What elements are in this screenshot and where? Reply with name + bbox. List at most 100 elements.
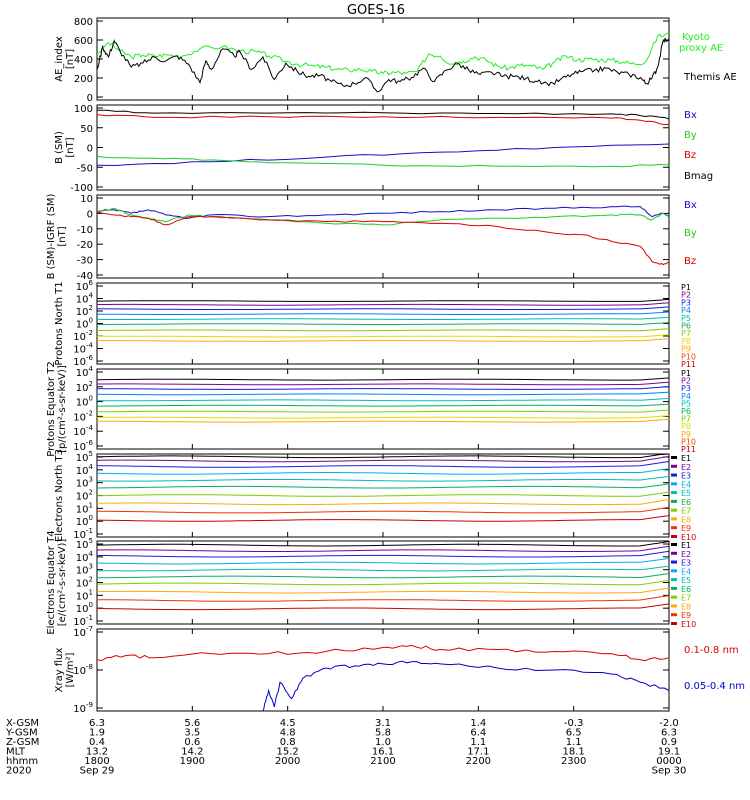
- y-tick-exponent: 2: [89, 576, 93, 584]
- series-line-bmag: [96, 109, 670, 120]
- series-line-p5: [96, 397, 670, 402]
- orbit-value: 4.5: [280, 718, 296, 729]
- series-line-bz: [96, 114, 670, 126]
- y-tick-exponent: 2: [89, 489, 93, 497]
- legend-p3: P3: [681, 384, 691, 393]
- legend-bz: Bz: [684, 256, 696, 267]
- orbit-value: 6.5: [566, 728, 582, 739]
- orbit-value: 0.4: [89, 737, 105, 748]
- series-line-by: [97, 207, 670, 226]
- legend-kyoto: Kyoto: [682, 32, 710, 43]
- legend-e6: E6: [681, 585, 691, 594]
- legend-e9: E9: [681, 611, 691, 620]
- y-tick-label: -40: [77, 271, 93, 282]
- legend-bmag: Bmag: [684, 171, 713, 182]
- series-line-e5: [96, 475, 670, 482]
- y-tick-exponent: 5: [89, 537, 93, 545]
- y-axis-label: Xray flux[W/m²]: [54, 648, 76, 693]
- y-tick-exponent: -1: [86, 527, 93, 535]
- panel-1: 800 600 400 200 0 AE_index[nT]: [54, 17, 670, 104]
- series-line-e5: [96, 565, 670, 572]
- orbit-value: 13.2: [86, 747, 108, 758]
- orbit-value: 6.4: [470, 728, 486, 739]
- legend-p11: P11: [681, 360, 696, 369]
- series-line-e10: [96, 603, 670, 611]
- y-tick-label: 104: [76, 365, 94, 379]
- orbit-value: 2100: [370, 756, 395, 767]
- legend-bx: Bx: [684, 110, 697, 121]
- legend-e4: E4: [681, 480, 691, 489]
- y-tick-label: -50: [77, 163, 93, 174]
- legend-swatch: [671, 482, 677, 486]
- series-line-p9: [97, 338, 670, 342]
- y-tick-exponent: -6: [86, 354, 94, 362]
- series-line-p6: [97, 322, 670, 325]
- legend-p6: P6: [681, 407, 691, 416]
- y-tick-exponent: 4: [89, 365, 94, 373]
- y-tick-exponent: 0: [89, 395, 93, 403]
- series-line-themis-ae: [96, 37, 670, 93]
- legend-swatch: [671, 473, 677, 477]
- series-line-p2: [97, 381, 670, 386]
- series-line-p6: [96, 403, 670, 407]
- legend-by: By: [684, 228, 697, 239]
- orbit-value: 19.1: [658, 747, 680, 758]
- y-tick-label: 200: [74, 74, 93, 85]
- legend-e1: E1: [681, 454, 691, 463]
- orbit-value: 0.6: [184, 737, 200, 748]
- y-axis-label: Electrons Equator T4[e/(cm²-s-sr-keV)]: [46, 530, 68, 634]
- legend-e4: E4: [681, 567, 691, 576]
- y-tick-label: 10: [80, 194, 93, 205]
- legend-by: By: [684, 130, 697, 141]
- orbit-row-label: X-GSM: [6, 718, 39, 729]
- legend-swatch: [671, 604, 677, 608]
- legend-e8: E8: [681, 602, 691, 611]
- legend-xray-long: 0.1-0.8 nm: [684, 645, 739, 656]
- orbit-row-label: 2020: [6, 766, 31, 777]
- legend-p3: P3: [681, 298, 691, 307]
- legend-swatch: [671, 613, 677, 617]
- series-line-p1: [96, 298, 670, 302]
- y-axis-unit: [nT]: [65, 49, 76, 69]
- y-axis-unit: [e/(cm²-s-sr-keV)]: [57, 539, 68, 627]
- legend-e5: E5: [681, 489, 691, 498]
- y-tick-label: 102: [76, 380, 93, 394]
- y-tick-exponent: -4: [86, 424, 94, 432]
- series-line-by: [96, 155, 670, 168]
- y-tick-label: 10-9: [73, 701, 93, 715]
- series-line-e2: [96, 455, 670, 463]
- y-tick-exponent: -9: [86, 701, 93, 709]
- series-line-e6: [96, 483, 670, 489]
- orbit-value: 2300: [561, 756, 586, 767]
- y-tick-exponent: -7: [86, 625, 93, 633]
- series-line-p3: [96, 306, 670, 310]
- series-line-p5: [96, 316, 670, 320]
- y-tick-label: -30: [77, 256, 93, 267]
- y-tick-label: 800: [74, 17, 93, 28]
- y-axis-unit: [nT]: [57, 226, 68, 246]
- legend-p8: P8: [681, 422, 691, 431]
- legend-e10: E10: [681, 533, 696, 542]
- legend-e5: E5: [681, 576, 691, 585]
- panel-frame: [96, 17, 670, 101]
- legend-p7: P7: [681, 329, 691, 338]
- series-line-bx: [96, 143, 670, 167]
- legend-e7: E7: [681, 594, 691, 603]
- y-tick-exponent: 5: [89, 450, 93, 458]
- y-tick-label: 100: [74, 104, 93, 115]
- series-line-p3: [96, 386, 670, 390]
- series-line-bx: [96, 205, 670, 220]
- y-tick-exponent: 0: [89, 514, 93, 522]
- y-tick-label: 0: [87, 209, 93, 220]
- series-line-p1: [96, 377, 670, 381]
- legend-p6: P6: [681, 322, 691, 331]
- legend-p2: P2: [681, 291, 691, 300]
- orbit-value: Sep 29: [80, 766, 115, 777]
- series-line-e2: [96, 545, 670, 552]
- y-axis-label: Electrons North T3: [54, 449, 65, 542]
- legend-p2: P2: [681, 377, 691, 386]
- panel-frame: [96, 628, 670, 712]
